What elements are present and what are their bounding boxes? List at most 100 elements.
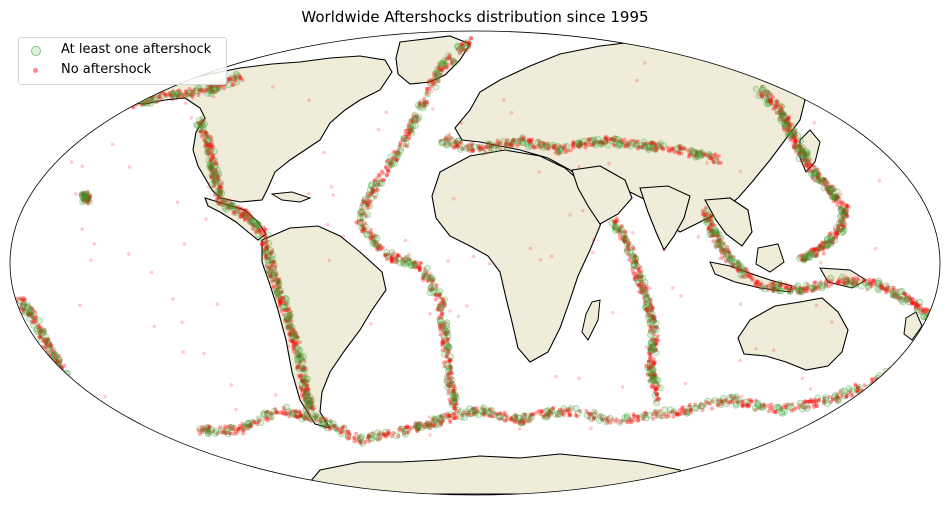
no-aftershock-point bbox=[243, 425, 247, 430]
no-aftershock-point bbox=[732, 395, 737, 400]
no-aftershock-point bbox=[838, 389, 843, 394]
no-aftershock-point bbox=[881, 80, 885, 85]
no-aftershock-point bbox=[724, 398, 729, 403]
no-aftershock-point bbox=[148, 99, 153, 103]
no-aftershock-point bbox=[509, 416, 514, 420]
aftershock-point bbox=[331, 423, 339, 431]
aftershock-point bbox=[424, 420, 432, 428]
no-aftershock-point bbox=[469, 36, 474, 41]
no-aftershock-point bbox=[229, 203, 234, 208]
no-aftershock-point bbox=[176, 94, 180, 99]
aftershock-point bbox=[653, 399, 660, 407]
no-aftershock-point bbox=[244, 210, 249, 215]
aftershock-point bbox=[446, 353, 454, 361]
no-aftershock-point bbox=[300, 379, 304, 384]
no-aftershock-point bbox=[242, 212, 247, 217]
no-aftershock-point bbox=[287, 315, 291, 320]
aftershock-point bbox=[399, 259, 407, 267]
no-aftershock-point bbox=[480, 406, 485, 411]
aftershock-point bbox=[308, 397, 316, 404]
aftershock-point bbox=[845, 385, 853, 393]
no-aftershock-point bbox=[309, 405, 314, 410]
no-aftershock-point bbox=[278, 299, 283, 304]
no-aftershock-point bbox=[586, 411, 591, 416]
aftershock-point bbox=[275, 279, 283, 287]
no-aftershock-point bbox=[558, 407, 562, 412]
aftershock-point bbox=[726, 394, 734, 401]
no-aftershock-point bbox=[210, 144, 215, 149]
aftershock-point bbox=[308, 415, 316, 423]
aftershock-point bbox=[233, 207, 241, 215]
no-aftershock-point bbox=[783, 405, 788, 410]
no-aftershock-point bbox=[204, 217, 208, 221]
aftershock-point bbox=[752, 85, 760, 93]
no-aftershock-point bbox=[503, 418, 508, 423]
no-aftershock-point bbox=[215, 175, 220, 180]
no-aftershock-point bbox=[303, 388, 308, 393]
no-aftershock-point bbox=[288, 313, 293, 318]
no-aftershock-point bbox=[332, 424, 337, 429]
aftershock-point bbox=[250, 219, 258, 227]
no-aftershock-point bbox=[264, 256, 269, 261]
no-aftershock-point bbox=[818, 260, 823, 265]
no-aftershock-point bbox=[636, 418, 641, 423]
aftershock-point bbox=[916, 350, 923, 358]
aftershock-point bbox=[803, 404, 811, 412]
no-aftershock-point bbox=[587, 416, 592, 420]
no-aftershock-point bbox=[296, 354, 301, 359]
no-aftershock-point bbox=[255, 229, 260, 234]
no-aftershock-point bbox=[303, 386, 308, 391]
no-aftershock-point bbox=[410, 425, 415, 430]
aftershock-point bbox=[427, 274, 435, 282]
no-aftershock-point bbox=[206, 427, 211, 432]
aftershock-point bbox=[456, 46, 464, 54]
aftershock-point bbox=[228, 202, 236, 209]
no-aftershock-point bbox=[56, 368, 61, 372]
no-aftershock-point bbox=[762, 402, 767, 407]
no-aftershock-point bbox=[204, 87, 209, 92]
no-aftershock-point bbox=[261, 225, 266, 230]
no-aftershock-point bbox=[547, 411, 552, 416]
no-aftershock-point bbox=[291, 409, 296, 413]
no-aftershock-point bbox=[220, 199, 225, 204]
no-aftershock-point bbox=[539, 410, 544, 415]
no-aftershock-point bbox=[680, 406, 685, 411]
aftershock-point bbox=[773, 403, 780, 411]
no-aftershock-point bbox=[560, 408, 565, 413]
aftershock-point bbox=[454, 406, 462, 414]
no-aftershock-point bbox=[273, 407, 278, 412]
no-aftershock-point bbox=[424, 423, 429, 428]
no-aftershock-point bbox=[217, 189, 222, 194]
no-aftershock-point bbox=[523, 413, 528, 418]
aftershock-point bbox=[211, 157, 219, 165]
aftershock-point bbox=[430, 415, 438, 423]
no-aftershock-point bbox=[89, 258, 93, 263]
no-aftershock-point bbox=[903, 355, 908, 360]
no-aftershock-point bbox=[199, 129, 204, 134]
aftershock-point bbox=[286, 322, 294, 330]
aftershock-point bbox=[303, 410, 311, 418]
aftershock-point bbox=[294, 350, 302, 358]
aftershock-point bbox=[546, 409, 554, 417]
aftershock-point bbox=[916, 298, 923, 306]
aftershock-point bbox=[645, 411, 653, 419]
no-aftershock-point bbox=[719, 399, 724, 404]
aftershock-point bbox=[639, 287, 647, 294]
aftershock-point bbox=[503, 144, 511, 152]
no-aftershock-point bbox=[566, 408, 571, 413]
no-aftershock-point bbox=[397, 427, 401, 432]
no-aftershock-point bbox=[290, 338, 295, 343]
no-aftershock-point bbox=[291, 333, 296, 338]
no-aftershock-point bbox=[678, 411, 682, 416]
no-aftershock-point bbox=[216, 173, 220, 178]
aftershock-point bbox=[588, 415, 596, 423]
no-aftershock-point bbox=[739, 399, 744, 404]
no-aftershock-point bbox=[676, 412, 681, 417]
aftershock-point bbox=[412, 421, 420, 429]
no-aftershock-point bbox=[827, 394, 832, 399]
no-aftershock-point bbox=[249, 214, 254, 219]
no-aftershock-point bbox=[683, 381, 688, 386]
aftershock-point bbox=[875, 286, 883, 294]
no-aftershock-point bbox=[610, 417, 615, 422]
no-aftershock-point bbox=[269, 269, 274, 274]
